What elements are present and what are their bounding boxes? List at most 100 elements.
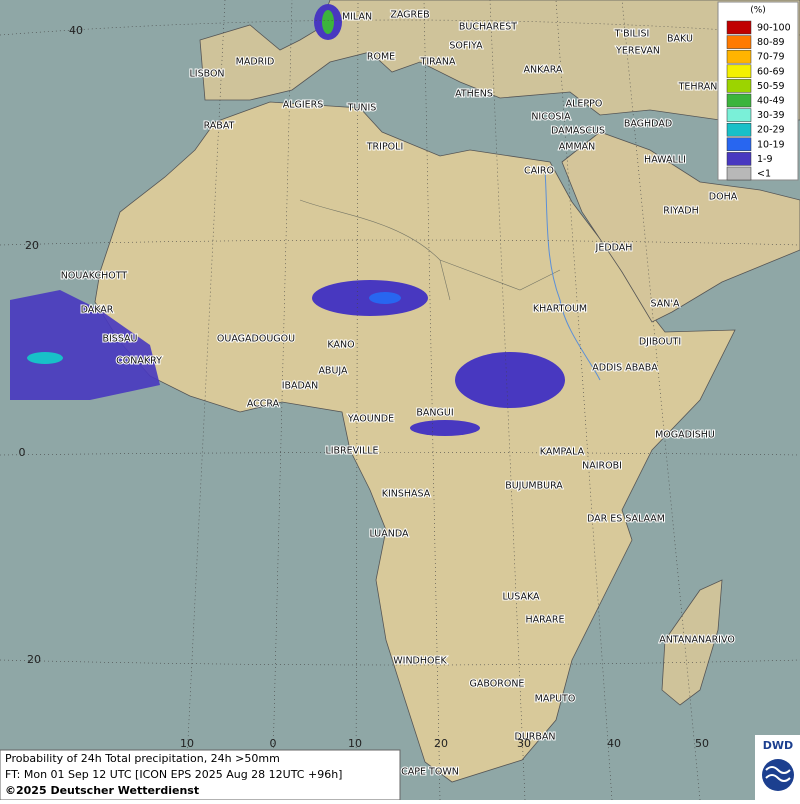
city-label: DAMASCUS: [551, 126, 605, 137]
longitude-label: 30: [517, 737, 531, 750]
city-label: NICOSIA: [531, 112, 571, 123]
caption: Probability of 24h Total precipitation, …: [0, 749, 401, 801]
city-label: CONAKRY: [116, 356, 162, 367]
city-label: ABUJA: [318, 366, 348, 377]
city-label: MOGADISHU: [655, 430, 715, 441]
legend-swatch: [726, 79, 752, 93]
legend-label: <1: [757, 169, 771, 180]
city-label: DJIBOUTI: [639, 337, 681, 348]
legend-label: 40-49: [757, 96, 785, 107]
city-label: BISSAU: [102, 334, 137, 345]
city-label: SAN'A: [651, 299, 680, 310]
longitude-label: 10: [348, 737, 362, 750]
legend-swatch: [726, 122, 752, 137]
city-label: ANTANANARIVO: [659, 635, 735, 646]
city-label: MADRID: [236, 57, 275, 68]
city-label: ROME: [367, 52, 395, 63]
land-madagascar: [661, 579, 723, 706]
city-label: RABAT: [204, 121, 235, 132]
city-label: ANKARA: [524, 65, 563, 76]
longitude-label: 50: [695, 737, 709, 750]
caption-box: [0, 749, 401, 801]
legend-label: 30-39: [757, 110, 785, 121]
city-label: ALGIERS: [283, 100, 324, 111]
city-label: TRIPOLI: [366, 142, 404, 153]
river-nile: [544, 169, 601, 381]
city-label: ATHENS: [455, 89, 493, 100]
precip-area: [27, 352, 63, 364]
city-label: YEREVAN: [615, 46, 660, 57]
city-label: AMMAN: [559, 142, 596, 153]
city-label: DAR ES SALAAM: [587, 514, 665, 525]
city-label: CAPE TOWN: [401, 767, 459, 778]
logo-waves: [765, 766, 791, 782]
city-label: WINDHOEK: [393, 656, 447, 667]
land-arabia: [561, 131, 800, 323]
legend-label: 80-89: [757, 37, 785, 48]
legend-label: 60-69: [757, 66, 785, 77]
longitude-label: 10: [180, 737, 194, 750]
city-label: DURBAN: [515, 732, 556, 743]
city-label: BAGHDAD: [624, 119, 672, 130]
latitude-label: 40: [69, 24, 83, 37]
precip-area: [410, 420, 480, 436]
city-label: CAIRO: [524, 166, 554, 177]
city-label: TEHRAN: [678, 82, 718, 93]
city-label: LISBON: [189, 69, 224, 80]
city-label: ACCRA: [247, 399, 280, 410]
latitude-label: 0: [19, 446, 26, 459]
city-label: BAKU: [667, 34, 693, 45]
city-label: MAPUTO: [535, 694, 576, 705]
legend-swatch: [726, 137, 752, 152]
city-label: KANO: [327, 340, 354, 351]
longitude-label: 0: [270, 737, 277, 750]
legend-swatch: [726, 93, 752, 108]
legend-label: 90-100: [757, 23, 791, 34]
city-label: LIBREVILLE: [325, 446, 378, 457]
city-label: ADDIS ABABA: [592, 363, 658, 374]
precip-area: [10, 290, 160, 400]
city-label: JEDDAH: [595, 243, 633, 254]
city-label: BUCHAREST: [459, 22, 517, 33]
longitude-label: 40: [607, 737, 621, 750]
city-label: OUAGADOUGOU: [217, 334, 295, 345]
city-label: BANGUI: [416, 408, 453, 419]
longitude-label: 20: [434, 737, 448, 750]
city-label: T'BILISI: [614, 29, 650, 40]
legend-swatch: [726, 49, 752, 64]
latitude-label: 20: [25, 239, 39, 252]
city-label: NOUAKCHOTT: [61, 271, 128, 282]
city-label: KAMPALA: [540, 447, 585, 458]
city-label: GABORONE: [470, 679, 525, 690]
caption-line: ©2025 Deutscher Wetterdienst: [5, 784, 199, 797]
caption-line: Probability of 24h Total precipitation, …: [5, 752, 280, 765]
city-label: KINSHASA: [382, 489, 431, 500]
city-label: YAOUNDE: [347, 414, 394, 425]
legend-label: 70-79: [757, 52, 785, 63]
caption-line: FT: Mon 01 Sep 12 UTC [ICON EPS 2025 Aug…: [5, 768, 342, 781]
city-label: HARARE: [526, 615, 565, 626]
logo-emblem: [762, 759, 794, 791]
legend-swatch: [726, 35, 752, 49]
legend: (%) 90-100 80-89 70-79 60-69 50-59 40-49 30-39 2…: [717, 1, 799, 181]
city-label: SOFIYA: [449, 41, 483, 52]
logo-text: DWD: [763, 739, 793, 752]
legend-title: (%): [750, 6, 766, 16]
city-label: KHARTOUM: [533, 304, 587, 315]
latitude-label: 20: [27, 653, 41, 666]
city-label: DOHA: [709, 192, 738, 203]
city-label: TUNIS: [347, 103, 377, 114]
city-label: DAKAR: [81, 305, 114, 316]
legend-swatch: [726, 166, 752, 181]
legend-swatch: [726, 20, 752, 35]
city-label: TIRANA: [420, 57, 456, 68]
legend-label: 10-19: [757, 139, 785, 150]
city-label: LUSAKA: [502, 592, 540, 603]
city-label: HAWALLI: [644, 155, 686, 166]
city-label: ZAGREB: [390, 10, 429, 21]
precip-area: [369, 292, 401, 304]
legend-swatch: [726, 64, 752, 79]
city-label: NAIROBI: [582, 461, 622, 472]
